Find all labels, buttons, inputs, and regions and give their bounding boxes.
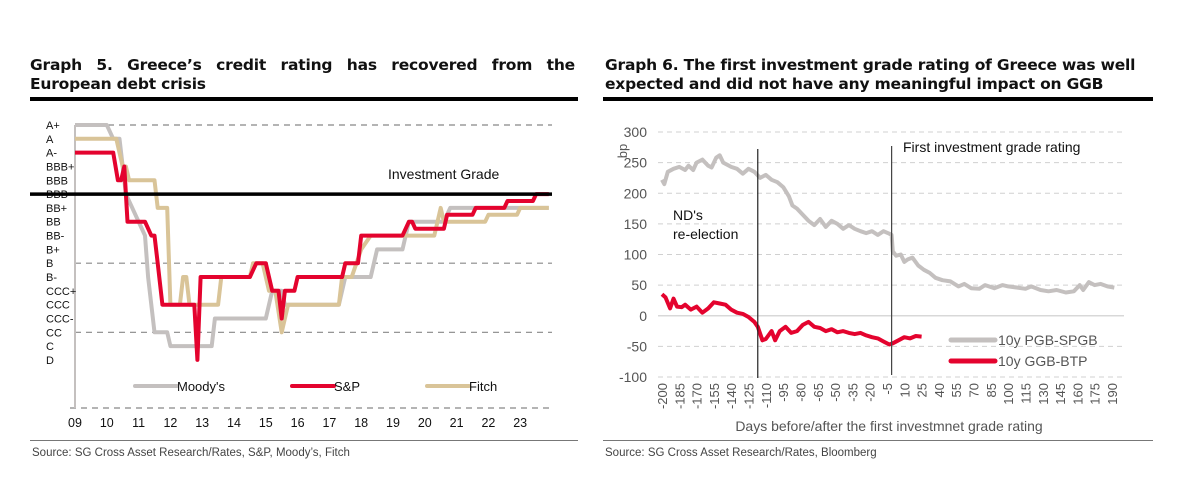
y-tick-label: -100 [619, 369, 647, 385]
annotation-label: ND's [673, 207, 703, 223]
graph6-source: Source: SG Cross Asset Research/Rates, B… [605, 447, 877, 459]
x-tick-label: -35 [845, 383, 860, 402]
x-tick-label: 19 [386, 416, 400, 430]
graph5-title: Graph 5. Greece’s credit rating has reco… [30, 56, 575, 93]
x-tick-label: 10 [100, 416, 114, 430]
graph5-source-rule [30, 440, 578, 441]
graph5-title-rule [30, 97, 578, 101]
x-tick-label: 25 [915, 383, 930, 397]
y-tick-label: A [46, 134, 54, 146]
y-tick-label: 0 [639, 308, 647, 324]
x-tick-label: -200 [655, 383, 670, 409]
y-tick-label: 100 [624, 247, 648, 263]
x-tick-label: 18 [354, 416, 368, 430]
x-tick-label: 85 [984, 383, 999, 397]
graph5-chart: A+AA-BBB+BBBBBB-BB+BBBB-B+BB-CCC+CCCCCC-… [30, 120, 552, 430]
x-tick-label: -65 [811, 383, 826, 402]
graph6-title-rule [603, 97, 1153, 101]
x-tick-label: 15 [259, 416, 273, 430]
x-tick-label: 12 [163, 416, 177, 430]
legend-label: S&P [334, 379, 360, 394]
x-tick-label: 160 [1070, 383, 1085, 405]
y-tick-label: CCC+ [46, 286, 76, 298]
y-tick-label: 150 [624, 216, 648, 232]
y-tick-label: 50 [631, 277, 647, 293]
annotation-label: First investment grade rating [903, 139, 1080, 155]
x-tick-label: -5 [880, 383, 895, 395]
x-tick-label: 55 [949, 383, 964, 397]
graph5-source: Source: SG Cross Asset Research/Rates, S… [32, 447, 350, 459]
x-tick-label: 175 [1088, 383, 1103, 405]
y-tick-label: BBB [46, 175, 68, 187]
y-tick-label: A- [46, 148, 57, 160]
y-tick-label: -50 [627, 338, 647, 354]
y-tick-label: C [46, 341, 54, 353]
legend-label: Moody's [177, 379, 226, 394]
x-tick-label: 145 [1053, 383, 1068, 405]
series-line-fitch [75, 136, 549, 335]
x-tick-label: 115 [1018, 383, 1033, 404]
x-tick-label: -20 [863, 383, 878, 402]
x-tick-label: 10 [897, 383, 912, 397]
y-tick-label: 250 [624, 155, 648, 171]
y-tick-label: CC [46, 327, 62, 339]
y-tick-label: B [46, 258, 53, 270]
graph6-title: Graph 6. The first investment grade rati… [605, 56, 1136, 93]
x-tick-label: 21 [450, 416, 464, 430]
x-tick-label: -125 [742, 383, 757, 409]
legend-label: 10y GGB-BTP [998, 353, 1087, 369]
x-tick-label: 20 [418, 416, 432, 430]
graph6-source-rule [603, 440, 1153, 441]
annotation-label: re-election [673, 226, 738, 242]
x-tick-label: 14 [227, 416, 241, 430]
y-tick-label: B- [46, 272, 57, 284]
y-tick-label: D [46, 355, 54, 367]
x-tick-label: -80 [793, 383, 808, 402]
y-axis-label: bp [615, 144, 630, 158]
legend-label: 10y PGB-SPGB [998, 332, 1098, 348]
y-tick-label: BB [46, 217, 61, 229]
series-line-10y-pgb-spgb [660, 153, 1115, 295]
x-tick-label: 09 [68, 416, 82, 430]
x-tick-label: 100 [1001, 383, 1016, 405]
x-tick-label: -50 [828, 383, 843, 402]
y-tick-label: 300 [624, 124, 648, 140]
series-line-sp [75, 150, 549, 362]
x-tick-label: -95 [776, 383, 791, 402]
x-tick-label: 22 [481, 416, 495, 430]
x-tick-label: 16 [291, 416, 305, 430]
x-tick-label: -155 [707, 383, 722, 409]
x-tick-label: 13 [195, 416, 209, 430]
investment-grade-label: Investment Grade [388, 166, 499, 182]
x-tick-label: -110 [759, 383, 774, 408]
x-tick-label: -185 [672, 383, 687, 409]
x-tick-label: -170 [690, 383, 705, 409]
x-tick-label: 11 [132, 416, 145, 430]
x-axis-label: Days before/after the first investmnet g… [735, 418, 1042, 434]
x-tick-label: 17 [322, 416, 336, 430]
x-tick-label: -140 [724, 383, 739, 409]
legend-label: Fitch [469, 379, 497, 394]
y-tick-label: CCC- [46, 313, 74, 325]
y-tick-label: 200 [624, 185, 648, 201]
y-tick-label: BBB+ [46, 161, 74, 173]
x-tick-label: 23 [513, 416, 527, 430]
series-line-10y-ggb-btp [660, 292, 922, 347]
y-tick-label: CCC [46, 300, 70, 312]
x-tick-label: 40 [932, 383, 947, 397]
x-tick-label: 70 [967, 383, 982, 397]
y-tick-label: BB- [46, 231, 65, 243]
y-tick-label: BB+ [46, 203, 67, 215]
x-tick-label: 190 [1105, 383, 1120, 405]
x-tick-label: 130 [1036, 383, 1051, 405]
y-tick-label: A+ [46, 120, 60, 132]
y-tick-label: B+ [46, 244, 60, 256]
